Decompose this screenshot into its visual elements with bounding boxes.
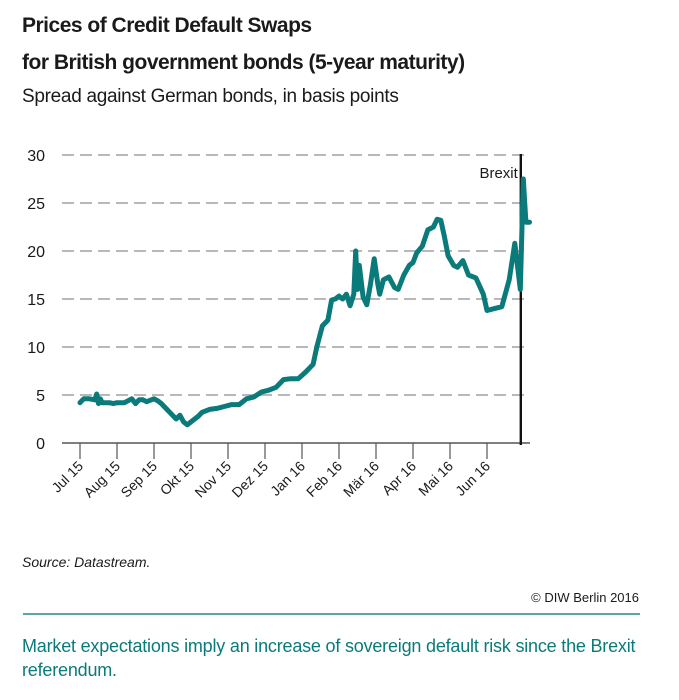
gridlines	[62, 154, 530, 396]
x-tick-label: Apr 16	[379, 458, 420, 499]
x-tick-label: Jan 16	[267, 458, 308, 499]
y-tick-label: 20	[27, 244, 45, 261]
series-line-0	[77, 176, 532, 428]
x-tick-label: Okt 15	[157, 458, 198, 499]
chart-title-line1: Prices of Credit Default Swaps	[22, 14, 312, 37]
y-tick-label: 0	[36, 436, 45, 453]
x-tick-label: Jun 16	[452, 458, 493, 499]
x-tick-label: Aug 15	[80, 458, 123, 501]
y-tick-label: 5	[36, 388, 45, 405]
y-tick-label: 15	[27, 292, 45, 309]
y-tick-label: 25	[27, 196, 45, 213]
x-tick-label: Sep 15	[117, 458, 160, 501]
series-group	[77, 176, 532, 428]
x-tick-label: Mär 16	[340, 458, 382, 500]
copyright-note: © DIW Berlin 2016	[531, 590, 639, 605]
x-tick-label: Dez 15	[228, 458, 271, 501]
brexit-label: Brexit	[479, 165, 518, 182]
x-tick-label: Feb 16	[303, 458, 345, 500]
y-tick-label: 30	[27, 148, 45, 165]
figure-caption: Market expectations imply an increase of…	[22, 636, 636, 680]
separator-rule	[23, 613, 640, 615]
y-tick-label: 10	[27, 340, 45, 357]
x-tick-label: Nov 15	[191, 458, 234, 501]
source-note: Source: Datastream.	[22, 554, 151, 570]
y-axis-ticks: 0 5 10 15 20 25 30	[27, 148, 45, 453]
chart-subtitle: Spread against German bonds, in basis po…	[22, 86, 399, 107]
chart-title-line2: for British government bonds (5-year mat…	[22, 51, 465, 74]
x-tick-label: Mai 16	[415, 458, 456, 499]
